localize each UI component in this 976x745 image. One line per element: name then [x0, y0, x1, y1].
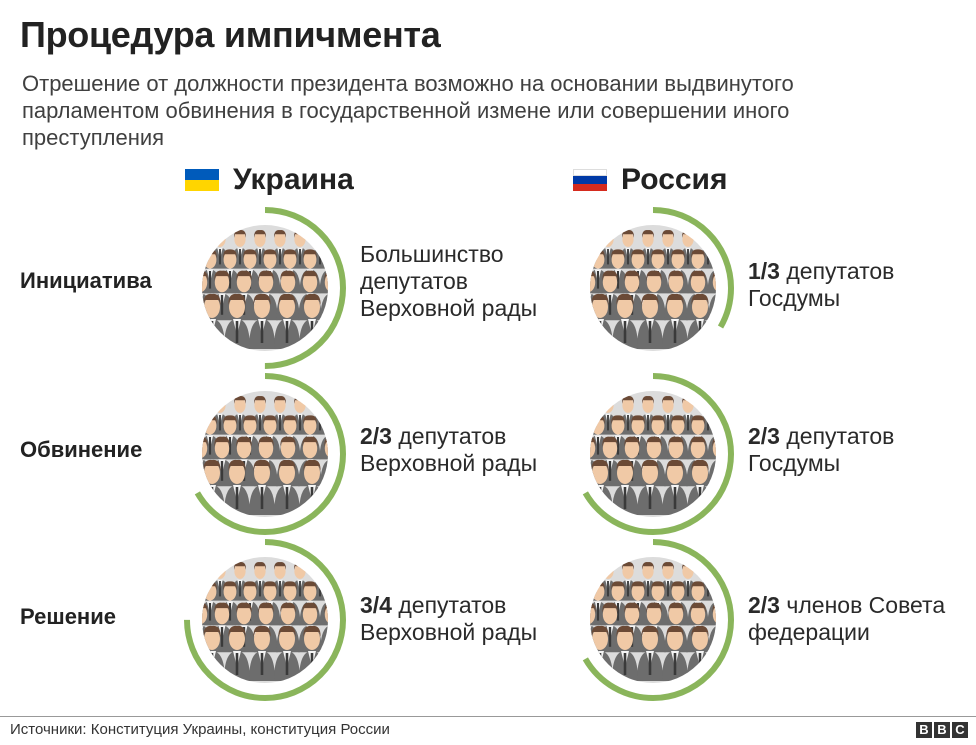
fraction-value: 1/3 [748, 258, 780, 284]
description-text: Большинство депутатов Верховной рады [360, 241, 538, 321]
crowd-circle-russia-decision [568, 535, 738, 705]
flag-ukraine-bottom-stripe [185, 180, 219, 191]
crowd-circle-ukraine-accusation [180, 369, 350, 539]
description-text: депутатов Госдумы [748, 258, 895, 311]
row-label-initiative: Инициатива [20, 268, 152, 293]
description-russia-decision: 2/3 членов Совета федерации [748, 592, 973, 646]
row-label-accusation: Обвинение [20, 437, 143, 462]
flag-russia-icon [573, 169, 607, 191]
description-text: членов Совета федерации [748, 592, 946, 645]
crowd-illustration [572, 373, 734, 535]
row-label-decision: Решение [20, 604, 116, 629]
crowd-illustration [184, 539, 346, 701]
progress-arc [184, 373, 346, 535]
description-text: депутатов Госдумы [748, 423, 895, 476]
fraction-value: 2/3 [748, 592, 780, 618]
progress-arc [572, 373, 734, 535]
description-russia-accusation: 2/3 депутатов Госдумы [748, 423, 938, 477]
fraction-value: 2/3 [748, 423, 780, 449]
description-ukraine-decision: 3/4 депутатов Верховной рады [360, 592, 570, 646]
crowd-circle-russia-accusation [568, 369, 738, 539]
flag-ukraine-icon [185, 169, 219, 191]
fraction-value: 2/3 [360, 423, 392, 449]
description-text: депутатов Верховной рады [360, 592, 538, 645]
page-subtitle: Отрешение от должности президента возмож… [22, 71, 794, 150]
country-header-russia: Россия [573, 162, 728, 198]
bbc-logo: B B C [916, 722, 968, 738]
description-text: депутатов Верховной рады [360, 423, 538, 476]
crowd-circle-ukraine-initiative [180, 203, 350, 373]
logo-letter: B [934, 722, 950, 738]
country-name-ukraine: Украина [233, 163, 354, 196]
footer-divider [0, 716, 976, 717]
progress-arc [572, 207, 734, 369]
crowd-illustration [184, 373, 346, 535]
fraction-value: 3/4 [360, 592, 392, 618]
description-ukraine-accusation: 2/3 депутатов Верховной рады [360, 423, 570, 477]
crowd-circle-russia-initiative [568, 203, 738, 373]
crowd-illustration [572, 539, 734, 701]
flag-ukraine-top-stripe [185, 169, 219, 180]
flag-russia-red-stripe [573, 183, 607, 191]
source-note: Источники: Конституция Украины, конститу… [10, 721, 390, 738]
country-name-russia: Россия [621, 163, 728, 196]
crowd-illustration [184, 207, 346, 369]
page-title: Процедура импичмента [20, 14, 441, 55]
logo-letter: C [952, 722, 968, 738]
progress-arc [572, 539, 734, 701]
crowd-circle-ukraine-decision [180, 535, 350, 705]
description-ukraine-initiative: Большинство депутатов Верховной рады [360, 241, 570, 322]
flag-russia-white-stripe [573, 169, 607, 177]
logo-letter: B [916, 722, 932, 738]
progress-arc [184, 207, 346, 369]
crowd-illustration [572, 207, 734, 369]
description-russia-initiative: 1/3 депутатов Госдумы [748, 258, 938, 312]
country-header-ukraine: Украина [185, 162, 354, 198]
progress-arc [184, 539, 346, 701]
flag-russia-blue-stripe [573, 176, 607, 184]
